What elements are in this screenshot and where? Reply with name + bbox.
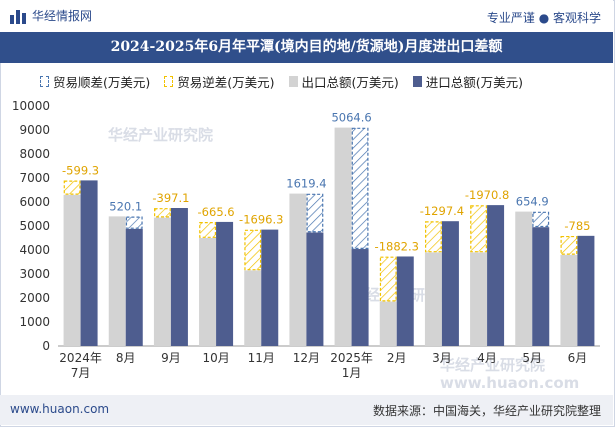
balance-data-label: 654.9 bbox=[516, 195, 549, 209]
x-tick-label: 2025年 bbox=[330, 351, 373, 365]
export-bar bbox=[108, 216, 126, 346]
surplus-segment bbox=[125, 216, 143, 229]
watermark-text: 华经产业研究院 bbox=[108, 126, 213, 144]
x-tick-label: 4月 bbox=[477, 351, 497, 365]
x-tick-label: 7月 bbox=[71, 366, 91, 380]
legend-swatch-deficit bbox=[164, 76, 174, 87]
legend-item-deficit[interactable]: 贸易逆差(万美元) bbox=[164, 72, 275, 91]
legend-item-surplus[interactable]: 贸易顺差(万美元) bbox=[40, 72, 150, 91]
y-tick-label: 5000 bbox=[19, 219, 50, 233]
export-bar bbox=[379, 301, 397, 346]
export-bar bbox=[289, 193, 307, 346]
import-bar bbox=[532, 227, 550, 346]
surplus-segment bbox=[306, 193, 324, 233]
x-tick-label: 11月 bbox=[248, 351, 275, 365]
legend-swatch-surplus bbox=[40, 76, 49, 87]
import-bar bbox=[306, 232, 324, 346]
footer: www.huaon.com 数据来源：中国海关，华经产业研究院整理 bbox=[0, 395, 613, 425]
deficit-segment bbox=[425, 221, 442, 253]
import-bar bbox=[125, 228, 143, 346]
watermark-url: www.huaon.com bbox=[440, 374, 579, 392]
deficit-segment bbox=[199, 222, 216, 238]
balance-data-label: -1970.8 bbox=[465, 188, 509, 202]
deficit-segment bbox=[379, 256, 397, 302]
y-tick-label: 9000 bbox=[19, 123, 50, 137]
legend-swatch-import bbox=[412, 76, 422, 87]
surplus-segment bbox=[351, 127, 369, 249]
legend-item-import[interactable]: 进口总额(万美元) bbox=[412, 72, 524, 91]
legend-label-deficit: 贸易逆差(万美元) bbox=[177, 75, 275, 90]
y-tick-label: 3000 bbox=[19, 267, 50, 281]
import-bar bbox=[577, 235, 595, 346]
import-bar bbox=[441, 221, 459, 346]
brand[interactable]: 华经情报网 bbox=[10, 7, 92, 24]
y-tick-label: 2000 bbox=[19, 291, 50, 305]
x-tick-label: 10月 bbox=[202, 351, 229, 365]
y-tick-label: 10000 bbox=[12, 99, 50, 113]
import-bar bbox=[351, 249, 369, 346]
y-tick-label: 0 bbox=[42, 339, 50, 353]
tagline: 专业严谨 ● 客观科学 bbox=[486, 11, 601, 25]
top-bar: 华经情报网 专业严谨 ● 客观科学 bbox=[0, 0, 613, 32]
export-bar bbox=[470, 252, 488, 346]
x-tick-label: 5月 bbox=[522, 351, 542, 365]
legend-label-surplus: 贸易顺差(万美元) bbox=[53, 75, 151, 90]
y-tick-label: 8000 bbox=[19, 147, 50, 161]
brand-name: 华经情报网 bbox=[32, 9, 93, 23]
balance-data-label: -665.6 bbox=[198, 205, 235, 219]
export-bar bbox=[63, 194, 81, 346]
chart-legend: 贸易顺差(万美元) 贸易逆差(万美元) 出口总额(万美元) 进口总额(万美元) bbox=[40, 72, 523, 91]
import-bar bbox=[216, 221, 234, 346]
balance-data-label: -397.1 bbox=[152, 191, 189, 205]
legend-swatch-export bbox=[288, 76, 298, 87]
balance-data-label: -1297.4 bbox=[420, 204, 464, 218]
legend-item-export[interactable]: 出口总额(万美元) bbox=[288, 72, 399, 91]
export-bar bbox=[199, 238, 217, 346]
legend-label-export: 出口总额(万美元) bbox=[301, 75, 399, 90]
balance-data-label: -1696.3 bbox=[239, 213, 283, 227]
export-bar bbox=[334, 127, 352, 346]
x-tick-label: 6月 bbox=[568, 351, 588, 365]
balance-data-label: -1882.3 bbox=[375, 239, 419, 253]
import-bar bbox=[80, 180, 98, 346]
balance-data-label: -599.3 bbox=[62, 163, 99, 177]
brand-logo-icon bbox=[10, 8, 26, 24]
x-tick-label: 9月 bbox=[161, 351, 181, 365]
y-tick-label: 6000 bbox=[19, 195, 50, 209]
x-tick-label: 1月 bbox=[342, 366, 362, 380]
chart-title: 2024-2025年6月年平潭(境内目的地/货源地)月度进出口差额 bbox=[0, 32, 613, 63]
deficit-segment bbox=[244, 229, 262, 271]
deficit-segment bbox=[560, 235, 578, 255]
y-tick-label: 1000 bbox=[19, 315, 50, 329]
export-bar bbox=[244, 270, 262, 346]
surplus-segment bbox=[532, 211, 550, 228]
import-bar bbox=[396, 256, 414, 346]
balance-data-label: -785 bbox=[564, 219, 590, 233]
x-tick-label: 3月 bbox=[432, 351, 452, 365]
x-tick-label: 8月 bbox=[116, 351, 136, 365]
footer-source: 数据来源：中国海关，华经产业研究院整理 bbox=[372, 404, 601, 418]
export-bar bbox=[560, 254, 578, 346]
footer-url[interactable]: www.huaon.com bbox=[10, 402, 110, 416]
import-bar bbox=[170, 208, 188, 346]
import-bar bbox=[487, 205, 505, 346]
deficit-segment bbox=[63, 180, 81, 195]
watermark-text: 华经产业研究院 bbox=[440, 356, 545, 374]
legend-label-import: 进口总额(万美元) bbox=[425, 75, 524, 90]
deficit-segment bbox=[154, 208, 171, 218]
export-bar bbox=[515, 211, 533, 346]
deficit-segment bbox=[470, 205, 487, 253]
import-bar bbox=[261, 229, 279, 346]
balance-data-label: 1619.4 bbox=[286, 177, 326, 191]
x-tick-label: 2024年 bbox=[59, 351, 102, 365]
balance-data-label: 520.1 bbox=[109, 199, 142, 213]
export-bar bbox=[424, 252, 442, 346]
x-tick-label: 2月 bbox=[387, 351, 407, 365]
y-tick-label: 4000 bbox=[19, 243, 50, 257]
balance-data-label: 5064.6 bbox=[331, 111, 371, 125]
x-tick-label: 12月 bbox=[293, 351, 320, 365]
y-tick-label: 7000 bbox=[19, 171, 50, 185]
export-bar bbox=[153, 217, 171, 346]
